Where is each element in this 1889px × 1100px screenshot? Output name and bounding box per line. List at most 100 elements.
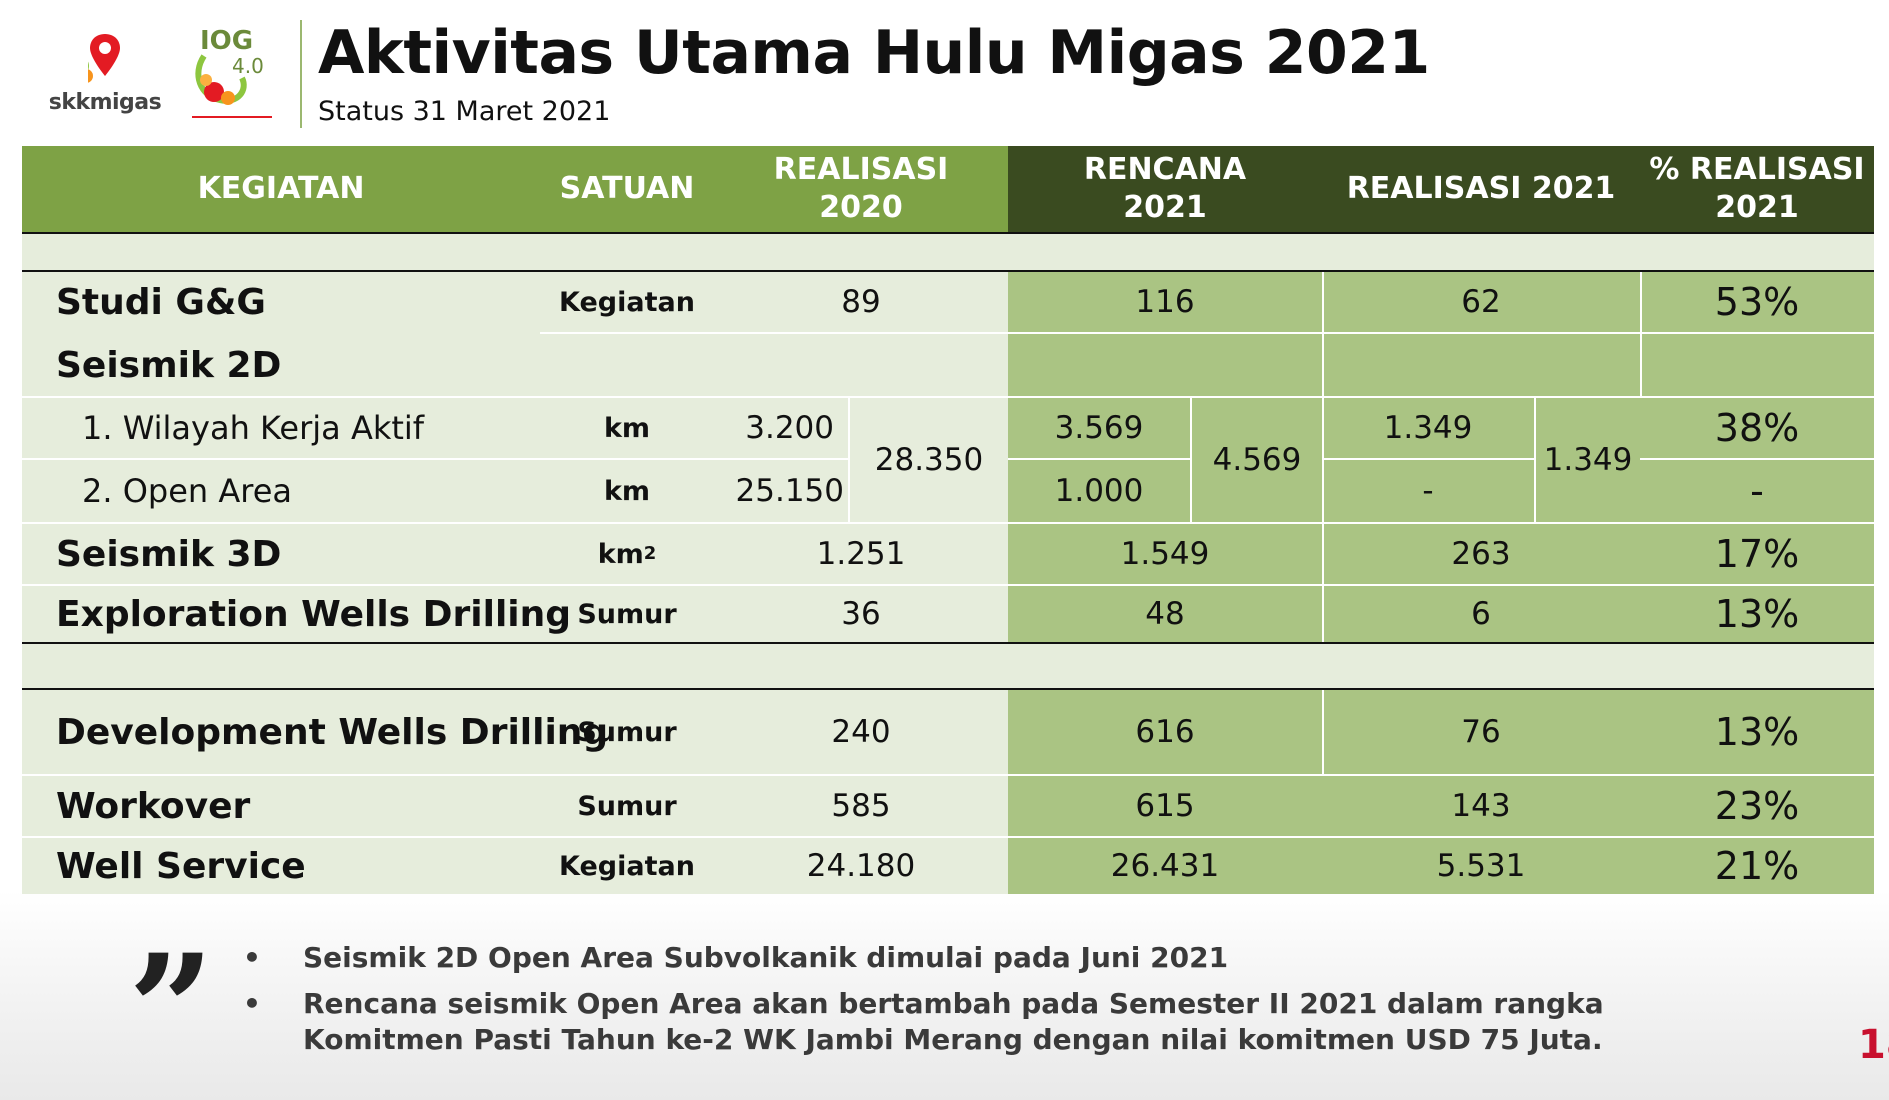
skkmigas-logo: skkmigas [40,30,170,120]
row-wk-aktif-kegiatan: 1. Wilayah Kerja Aktif [82,409,425,447]
section-2-right-bg [1008,690,1874,894]
row-wk-aktif-pct: 38% [1714,406,1800,450]
row-divider [22,584,1874,586]
column-divider [1322,690,1324,774]
row-studi-gg-rencana-2021: 116 [1135,284,1195,320]
row-workover-realisasi-2021: 143 [1451,788,1511,824]
row-divider [22,396,1874,398]
row-seismik-2d-kegiatan: Seismik 2D [56,344,282,386]
row-well-service-kegiatan: Well Service [56,845,306,887]
background-stripe [0,890,1889,1100]
row-development-realisasi-2020: 240 [831,714,891,750]
row-development-kegiatan: Development Wells Drilling [56,711,609,753]
row-workover-rencana-2021: 615 [1135,788,1195,824]
spacer-row [22,644,1874,688]
row-divider [22,522,1874,524]
row-exploration-satuan: Sumur [577,598,677,630]
section-top-rule [22,270,1874,272]
row-studi-gg-kegiatan: Studi G&G [56,281,266,323]
row-development-satuan: Sumur [577,716,677,748]
row-well-service-realisasi-2021: 5.531 [1436,848,1526,884]
row-open-area-kegiatan: 2. Open Area [82,472,292,510]
section-2-left-bg [22,690,1008,894]
row-well-service-rencana-2021: 26.431 [1110,848,1220,884]
column-divider [1322,272,1324,642]
section-2-top-rule [22,688,1874,690]
row-workover-kegiatan: Workover [56,785,251,827]
row-studi-gg-satuan: Kegiatan [559,286,695,318]
row-exploration-kegiatan: Exploration Wells Drilling [56,593,572,635]
column-divider [1640,272,1642,398]
spacer-row [22,234,1874,270]
merge-divider [1534,398,1536,522]
row-divider [540,332,1874,334]
iog-emblem-icon [192,54,272,118]
bullet-icon: • [243,941,261,974]
col-header-pct-realisasi-2021: % REALISASI 2021 [1640,146,1874,232]
row-wk-aktif-realisasi-2020: 3.200 [745,410,834,446]
row-open-area-pct: - [1750,469,1764,513]
seismik-2d-total-realisasi-2021: 1.349 [1543,442,1633,478]
header-divider [300,20,302,128]
row-exploration-realisasi-2021: 6 [1471,596,1491,632]
row-seismik-3d-satuan-unit: km [597,538,644,570]
merge-divider [848,398,850,522]
row-seismik-3d-realisasi-2021: 263 [1451,536,1511,572]
skkmigas-wordmark: skkmigas [48,90,162,115]
col-header-realisasi-2020: REALISASI 2020 [714,146,1008,232]
row-wk-aktif-rencana-2021: 3.569 [1054,410,1144,446]
row-exploration-pct: 13% [1714,592,1800,636]
row-divider [1640,458,1874,460]
row-well-service-realisasi-2020: 24.180 [806,848,916,884]
row-wk-aktif-realisasi-2021: 1.349 [1383,410,1473,446]
row-workover-realisasi-2020: 585 [831,788,891,824]
row-seismik-3d-kegiatan: Seismik 3D [56,533,282,575]
row-seismik-3d-pct: 17% [1714,532,1800,576]
row-well-service-pct: 21% [1714,844,1800,888]
row-exploration-realisasi-2020: 36 [841,596,881,632]
col-header-satuan: SATUAN [540,146,714,232]
notes-list: • Seismik 2D Open Area Subvolkanik dimul… [243,940,1663,1068]
activity-table: KEGIATAN SATUAN REALISASI 2020 RENCANA 2… [22,146,1874,898]
row-open-area-satuan: km [603,475,651,507]
row-open-area-rencana-2021: 1.000 [1054,473,1144,509]
note-text: Seismik 2D Open Area Subvolkanik dimulai… [303,941,1229,974]
row-divider [22,836,1874,838]
quote-mark-icon: ” [128,922,214,1098]
header-bottom-rule [22,232,1874,234]
row-divider [1008,458,1190,460]
row-divider [22,774,1874,776]
row-workover-satuan: Sumur [577,790,677,822]
row-wk-aktif-satuan: km [603,412,651,444]
row-divider [22,458,848,460]
row-open-area-realisasi-2021: - [1422,473,1434,509]
row-seismik-3d-satuan: km 2 [597,538,657,570]
iog-logo: IOG 4.0 [192,26,274,122]
row-open-area-realisasi-2020: 25.150 [735,473,844,509]
page-subtitle: Status 31 Maret 2021 [318,96,611,127]
col-header-realisasi-2021: REALISASI 2021 [1322,146,1640,232]
note-item: • Rencana seismik Open Area akan bertamb… [243,986,1663,1058]
location-pin-icon [88,34,120,83]
row-development-rencana-2021: 616 [1135,714,1195,750]
row-workover-pct: 23% [1714,784,1800,828]
page-title: Aktivitas Utama Hulu Migas 2021 [318,18,1430,88]
section-1-bottom-rule [22,642,1874,644]
row-well-service-satuan: Kegiatan [559,850,695,882]
note-text: Rencana seismik Open Area akan bertambah… [303,987,1604,1056]
row-studi-gg-realisasi-2020: 89 [841,284,881,320]
col-header-kegiatan: KEGIATAN [22,146,540,232]
row-seismik-3d-realisasi-2020: 1.251 [816,536,906,572]
page-number: 18 [1858,1022,1889,1068]
row-development-pct: 13% [1714,710,1800,754]
bullet-icon: • [243,987,261,1020]
row-studi-gg-realisasi-2021: 62 [1461,284,1501,320]
seismik-2d-total-rencana-2021: 4.569 [1212,442,1302,478]
col-header-rencana-2021: RENCANA 2021 [1008,146,1322,232]
iog-version: 4.0 [232,54,264,78]
merge-divider [1190,398,1192,522]
row-divider [1322,458,1534,460]
row-studi-gg-pct: 53% [1714,280,1800,324]
note-item: • Seismik 2D Open Area Subvolkanik dimul… [243,940,1663,976]
seismik-2d-total-realisasi-2020: 28.350 [874,442,984,478]
